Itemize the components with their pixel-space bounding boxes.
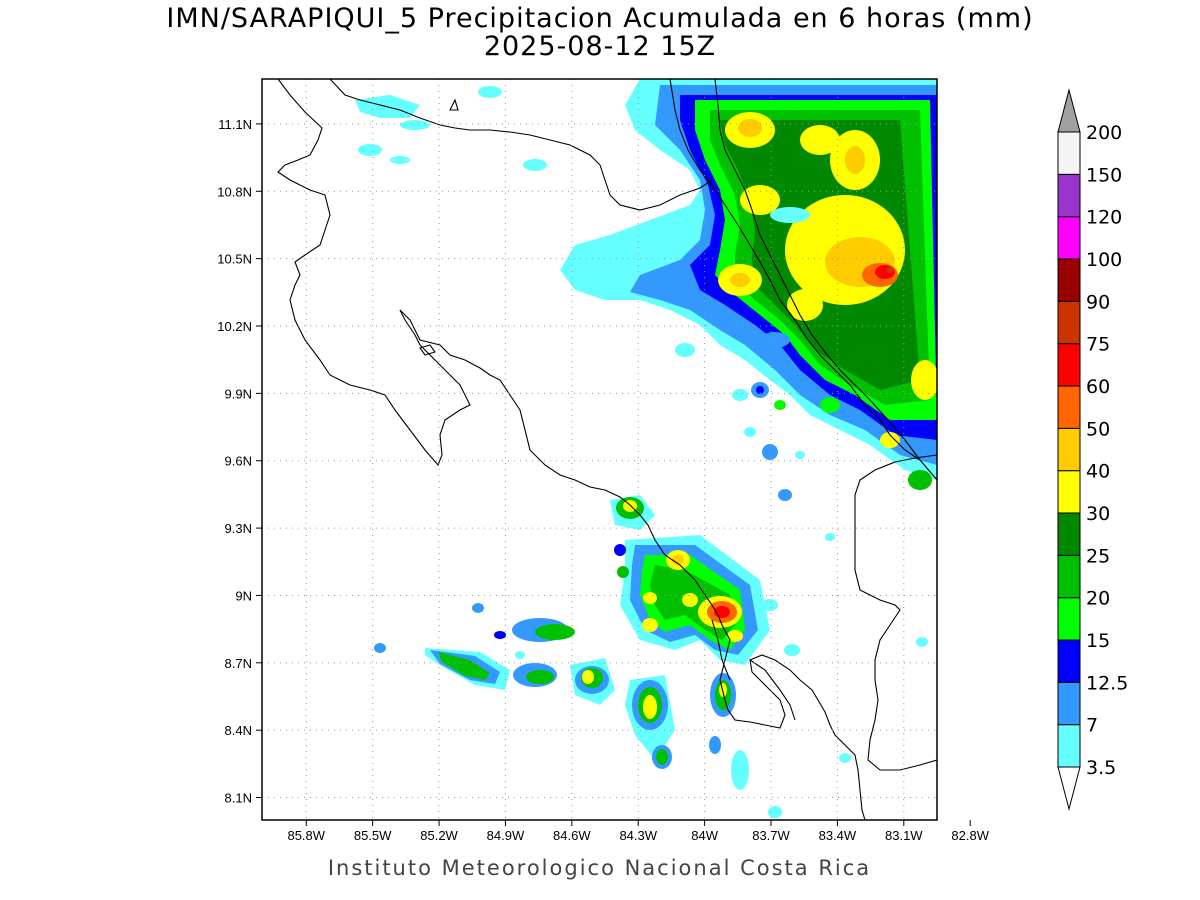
colorbar-segment [1057, 131, 1081, 175]
nicoya-inner-coast [399, 309, 866, 820]
coastal-segment-east [749, 659, 796, 721]
lat-tick-label: 9.3N [225, 521, 252, 536]
colorbar-segment [1057, 470, 1081, 514]
lat-tick-label: 10.2N [217, 319, 252, 334]
lon-tick-label: 84.6W [553, 828, 591, 843]
colorbar-label: 200 [1086, 122, 1122, 144]
lon-tick-label: 84W [691, 828, 718, 843]
colorbar: 3.5 7 12.5 15 20 25 30 40 50 60 75 90 100 120 150 200 [1057, 88, 1128, 811]
colorbar-segment [1057, 216, 1081, 260]
colorbar-label: 40 [1086, 461, 1110, 483]
map-valid-time: 2025-08-12 15Z [483, 31, 717, 62]
colorbar-label: 150 [1086, 164, 1122, 186]
colorbar-label: 30 [1086, 503, 1110, 525]
lake-nicaragua-shore [329, 79, 713, 211]
colorbar-segment [1057, 597, 1081, 641]
small-island [419, 344, 436, 356]
colorbar-segment [1057, 427, 1081, 472]
lon-tick-label: 84.9W [487, 828, 525, 843]
colorbar-segment [1057, 173, 1081, 218]
colorbar-label: 50 [1086, 418, 1110, 440]
lake-islet [449, 98, 459, 111]
lat-tick-label: 10.8N [217, 184, 252, 199]
map-border [261, 78, 938, 821]
colorbar-top-arrow [1057, 88, 1081, 133]
colorbar-label: 12.5 [1086, 672, 1128, 694]
lon-tick-label: 83.7W [752, 828, 790, 843]
colorbar-label: 15 [1086, 630, 1110, 652]
lat-tick-label: 8.4N [225, 723, 252, 738]
rain-area-south [374, 495, 928, 818]
lat-tick-label: 9.9N [225, 386, 252, 401]
map-title: IMN/SARAPIQUI_5 Precipitacion Acumulada … [166, 3, 1034, 34]
lon-tick-label: 84.3W [619, 828, 657, 843]
lon-tick-label: 83.4W [819, 828, 857, 843]
lat-tick-label: 8.1N [225, 791, 252, 806]
osa-peninsula [711, 619, 731, 681]
colorbar-bottom-arrow [1057, 766, 1081, 811]
lat-tick-label: 9.6N [225, 454, 252, 469]
lon-tick-label: 85.5W [354, 828, 392, 843]
ns-border [669, 79, 921, 461]
colorbar-segment [1057, 554, 1081, 599]
lon-tick-label: 82.8W [951, 828, 989, 843]
colorbar-segment [1057, 681, 1081, 726]
lon-tick-label: 85.8W [287, 828, 325, 843]
colorbar-label: 100 [1086, 249, 1122, 271]
caribbean-coast [714, 79, 937, 481]
lat-tick-label: 9N [235, 588, 252, 603]
colorbar-segment [1057, 639, 1081, 683]
precipitation-field [355, 79, 937, 818]
colorbar-label: 90 [1086, 291, 1110, 313]
axis-ticks [256, 123, 971, 826]
colorbar-label: 120 [1086, 207, 1122, 229]
colorbar-segment [1057, 258, 1081, 302]
coastlines [277, 79, 937, 820]
colorbar-label: 20 [1086, 588, 1110, 610]
colorbar-segment [1057, 343, 1081, 387]
latitude-labels: 11.1N 10.8N 10.5N 10.2N 9.9N 9.6N 9.3N 9N 8.7N 8.… [217, 117, 252, 806]
colorbar-label: 25 [1086, 545, 1110, 567]
lon-tick-label: 85.2W [420, 828, 458, 843]
lat-tick-label: 10.5N [217, 252, 252, 267]
colorbar-segment [1057, 512, 1081, 556]
colorbar-label: 75 [1086, 334, 1110, 356]
lat-tick-label: 8.7N [225, 656, 252, 671]
panama-border [854, 454, 937, 771]
colorbar-label: 3.5 [1086, 757, 1116, 779]
nicaragua-coast [277, 79, 471, 467]
colorbar-segment [1057, 300, 1081, 345]
rain-area-caribbean [560, 79, 937, 480]
lon-tick-label: 83.1W [885, 828, 923, 843]
longitude-labels: 85.8W 85.5W 85.2W 84.9W 84.6W 84.3W 84W 83.7W 83… [287, 828, 989, 843]
credit-line: Instituto Meteorologico Nacional Costa R… [327, 856, 872, 880]
colorbar-label: 60 [1086, 376, 1110, 398]
colorbar-label: 7 [1086, 715, 1098, 737]
lat-tick-label: 11.1N [218, 117, 252, 132]
colorbar-segment [1057, 724, 1081, 768]
colorbar-segment [1057, 385, 1081, 429]
